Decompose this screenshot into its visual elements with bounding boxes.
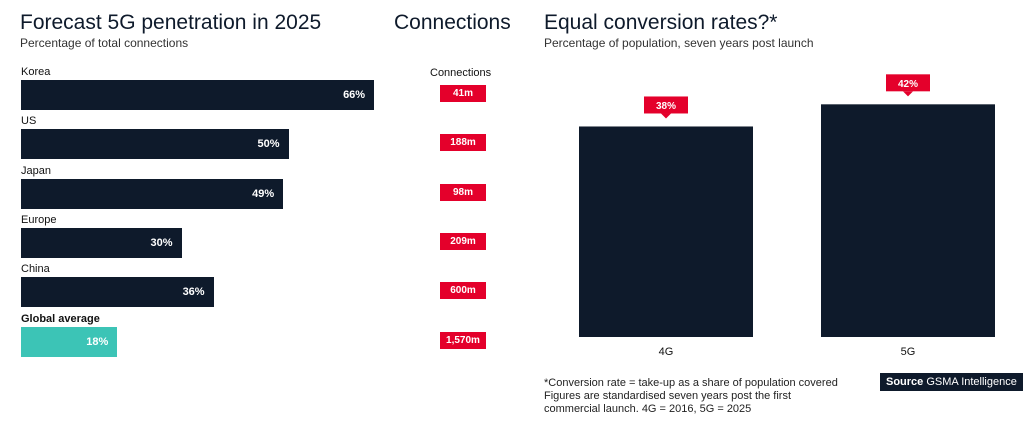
bar-value-label: 18%	[86, 335, 109, 348]
bar-value-label: 30%	[150, 236, 173, 249]
penetration-bar: 50%	[21, 129, 289, 160]
connections-title: Connections	[394, 11, 511, 34]
bar-value-label: 38%	[656, 101, 676, 112]
connections-badge: 98m	[440, 183, 486, 201]
bar-value-label: 49%	[252, 187, 275, 200]
connections-badge: 188m	[440, 134, 486, 152]
bar-value-label: 42%	[898, 79, 918, 90]
category-label: Korea	[21, 66, 51, 78]
connections-badge: 209m	[440, 232, 486, 250]
conversion-bar-chart: 38% 4G 42% 5G	[579, 74, 995, 358]
bar-value-label: 66%	[343, 89, 366, 101]
category-label: Japan	[21, 164, 51, 177]
source-box: Source GSMA Intelligence	[880, 373, 1023, 391]
conversion-bar	[821, 104, 995, 337]
value-badge-pointer	[661, 113, 671, 119]
conversion-bar	[579, 126, 753, 337]
penetration-bar: 36%	[21, 277, 214, 308]
footnote-line-3: commercial launch. 4G = 2016, 5G = 2025	[544, 403, 752, 415]
penetration-bar: 18%	[21, 326, 118, 357]
penetration-chart-title: Forecast 5G penetration in 2025	[20, 11, 322, 34]
category-label: 5G	[901, 346, 916, 358]
footnote-line-1: *Conversion rate = take-up as a share of…	[544, 377, 838, 389]
category-label: US	[21, 115, 37, 128]
conversion-chart-subtitle: Percentage of population, seven years po…	[544, 36, 814, 50]
connections-badge: 1,570m	[440, 331, 486, 349]
conversion-chart-title: Equal conversion rates?*	[544, 11, 778, 34]
connections-badge: 600m	[440, 282, 486, 300]
bar-value-label: 50%	[257, 138, 280, 151]
footnote-line-2: Figures are standardised seven years pos…	[544, 390, 792, 402]
penetration-bar-chart: Korea 66% US 50% Japan 49% Europe 30% China 36% Gl…	[0, 60, 420, 360]
footnote: *Conversion rate = take-up as a share of…	[544, 377, 838, 416]
category-label: 4G	[659, 346, 674, 358]
source-label: Source	[886, 376, 924, 388]
value-badge	[886, 74, 930, 92]
penetration-bar: 49%	[21, 178, 284, 209]
connections-column-header: Connections	[430, 67, 492, 79]
connections-list: 41m 188m 98m 209m 600m 1,570m	[440, 85, 486, 349]
value-badge-pointer	[903, 91, 913, 97]
category-label: China	[21, 263, 50, 276]
source-text: GSMA Intelligence	[926, 376, 1017, 388]
penetration-bar: 66%	[21, 80, 375, 110]
category-label: Europe	[21, 213, 57, 226]
penetration-chart-subtitle: Percentage of total connections	[20, 36, 189, 50]
penetration-bar: 30%	[21, 227, 182, 258]
connections-badge: 41m	[440, 85, 486, 102]
bar-value-label: 36%	[182, 286, 205, 299]
value-badge	[644, 96, 688, 114]
category-label: Global average	[21, 312, 100, 325]
